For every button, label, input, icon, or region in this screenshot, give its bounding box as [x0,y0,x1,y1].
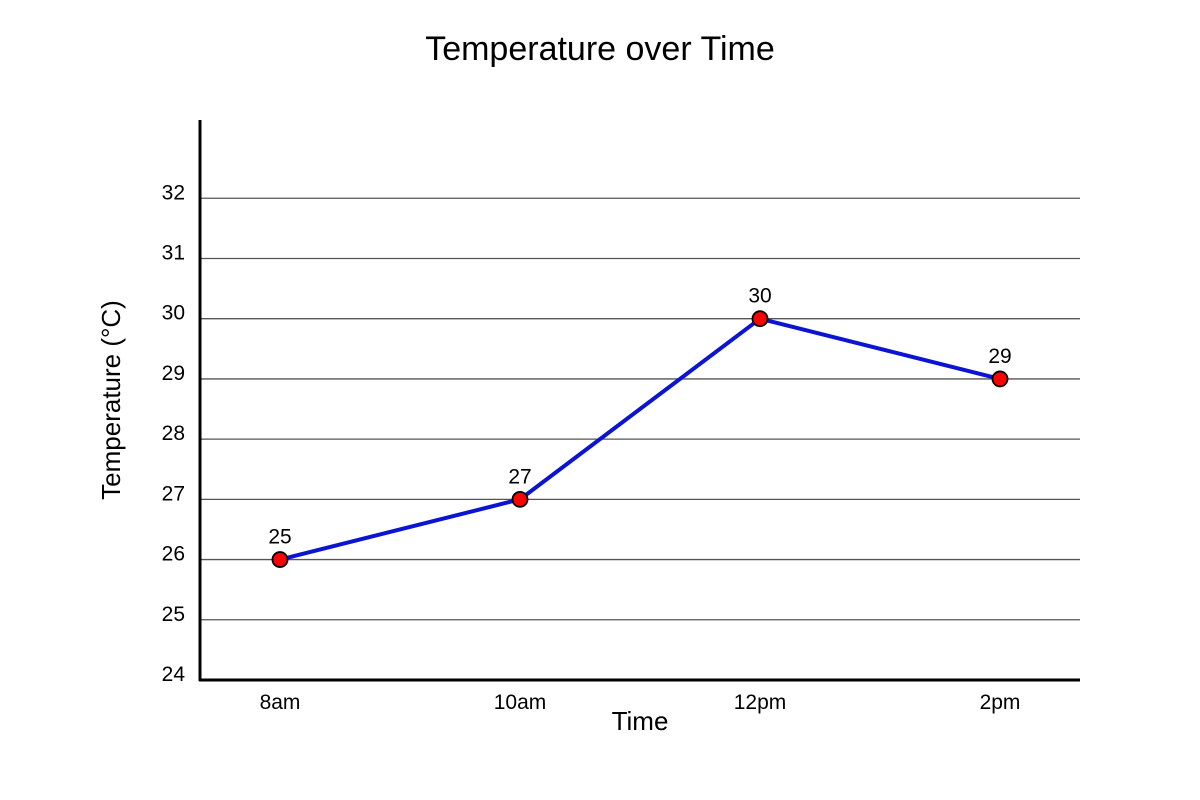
x-tick-labels: 8am 10am 12pm 2pm [260,691,1021,714]
y-tick-label: 29 [162,362,185,385]
axes [198,120,1080,682]
data-point [991,370,1009,388]
x-tick-label: 12pm [734,691,787,714]
y-axis-label: Temperature (°C) [96,300,126,500]
data-label: 30 [748,285,771,308]
y-tick-label: 30 [162,302,185,325]
data-labels: 25 27 30 29 [268,285,1011,549]
data-label: 27 [508,465,531,488]
data-point [511,490,529,508]
data-label: 25 [268,526,291,549]
series-temperature [278,316,1002,562]
y-tick-label: 27 [162,482,185,505]
y-tick-labels: 24 25 26 27 28 29 30 31 32 [162,181,186,686]
x-tick-label: 8am [260,691,301,714]
gridlines [200,197,1080,621]
data-points [271,310,1009,568]
chart-title: Temperature over Time [425,30,775,68]
y-tick-label: 25 [162,603,185,626]
y-tick-label: 26 [162,543,185,566]
data-point [751,310,769,328]
x-axis-label: Time [612,706,669,736]
y-tick-label: 24 [162,663,186,686]
y-tick-label: 28 [162,422,185,445]
x-tick-label: 2pm [980,691,1021,714]
y-tick-label: 31 [162,241,185,264]
series-line [278,316,1002,562]
x-tick-label: 10am [494,691,547,714]
data-label: 29 [988,345,1011,368]
data-point [271,551,289,568]
y-tick-label: 32 [162,181,185,204]
